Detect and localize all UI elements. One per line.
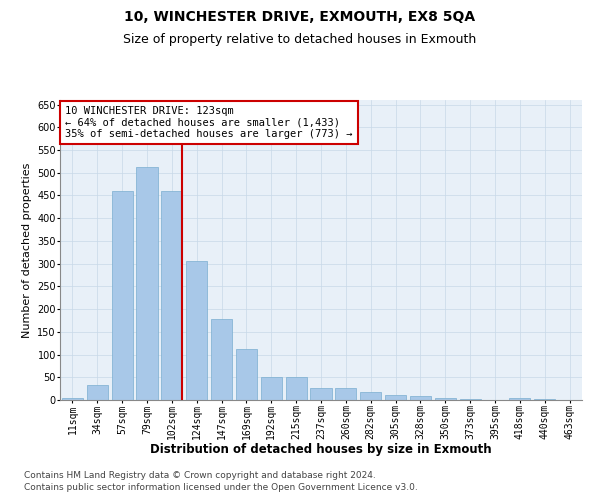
Bar	[87, 385, 108, 400]
Bar	[509, 398, 530, 400]
Text: 10, WINCHESTER DRIVE, EXMOUTH, EX8 5QA: 10, WINCHESTER DRIVE, EXMOUTH, EX8 5QA	[124, 10, 476, 24]
Bar	[534, 399, 555, 400]
Text: Contains public sector information licensed under the Open Government Licence v3: Contains public sector information licen…	[24, 484, 418, 492]
Bar	[286, 378, 307, 400]
Bar	[136, 168, 158, 400]
Bar	[62, 398, 83, 400]
Text: Distribution of detached houses by size in Exmouth: Distribution of detached houses by size …	[150, 442, 492, 456]
Text: Contains HM Land Registry data © Crown copyright and database right 2024.: Contains HM Land Registry data © Crown c…	[24, 471, 376, 480]
Bar	[360, 392, 381, 400]
Bar	[236, 348, 257, 400]
Bar	[161, 191, 182, 400]
Bar	[460, 399, 481, 400]
Bar	[261, 378, 282, 400]
Bar	[112, 191, 133, 400]
Bar	[410, 396, 431, 400]
Bar	[211, 319, 232, 400]
Bar	[385, 394, 406, 400]
Bar	[186, 262, 207, 400]
Y-axis label: Number of detached properties: Number of detached properties	[22, 162, 32, 338]
Bar	[335, 388, 356, 400]
Text: 10 WINCHESTER DRIVE: 123sqm
← 64% of detached houses are smaller (1,433)
35% of : 10 WINCHESTER DRIVE: 123sqm ← 64% of det…	[65, 106, 353, 139]
Bar	[310, 388, 332, 400]
Bar	[435, 398, 456, 400]
Text: Size of property relative to detached houses in Exmouth: Size of property relative to detached ho…	[124, 32, 476, 46]
